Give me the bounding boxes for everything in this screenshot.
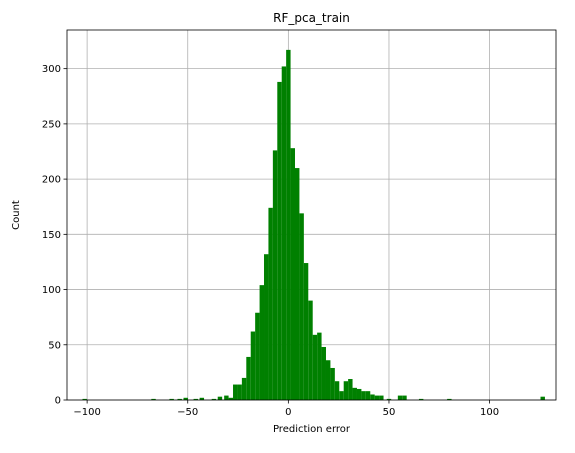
y-tick-label: 150 (42, 230, 61, 241)
y-tick-label: 0 (55, 396, 61, 407)
histogram-bar (366, 391, 370, 400)
histogram-bar (361, 391, 365, 400)
histogram-bar (541, 397, 545, 400)
y-axis-label: Count (11, 200, 22, 230)
histogram-bar (273, 150, 277, 400)
chart-title: RF_pca_train (273, 11, 350, 25)
histogram-bar (246, 357, 250, 400)
histogram-bar (326, 360, 330, 400)
histogram-bar (398, 396, 402, 400)
y-tick-label: 100 (42, 285, 61, 296)
histogram-bar (375, 396, 379, 400)
histogram-bar (237, 385, 241, 400)
histogram-bar (357, 389, 361, 400)
histogram-bar (233, 385, 237, 400)
histogram-bar (402, 396, 406, 400)
histogram-bar (299, 213, 303, 400)
histogram-bar (339, 391, 343, 400)
y-tick-label: 50 (48, 340, 61, 351)
histogram-bar (268, 208, 272, 400)
histogram-bar (379, 396, 383, 400)
x-tick-label: −50 (177, 407, 198, 418)
histogram-bar (242, 378, 246, 400)
y-tick-label: 250 (42, 119, 61, 130)
x-tick-label: −100 (73, 407, 100, 418)
histogram-bar (218, 397, 222, 400)
histogram-bar (264, 254, 268, 400)
histogram-bar (295, 168, 299, 400)
histogram-bar (370, 394, 374, 400)
histogram-bar (282, 66, 286, 400)
histogram-bar (335, 381, 339, 400)
x-tick-label: 100 (480, 407, 499, 418)
x-tick-label: 0 (285, 407, 291, 418)
histogram-bar (317, 333, 321, 400)
histogram-bar (251, 332, 255, 400)
x-tick-label: 50 (383, 407, 396, 418)
histogram-bar (348, 379, 352, 400)
histogram-bar (224, 396, 228, 400)
histogram-bar (330, 368, 334, 400)
histogram-bar (286, 50, 290, 400)
histogram-bar (322, 347, 326, 400)
histogram-bar (255, 313, 259, 400)
histogram-bar (353, 388, 357, 400)
histogram-bar (260, 285, 264, 400)
x-axis-label: Prediction error (273, 424, 351, 435)
histogram-bar (291, 148, 295, 400)
histogram-bar (308, 301, 312, 400)
histogram-bar (277, 82, 281, 400)
y-tick-label: 200 (42, 175, 61, 186)
histogram-bar (344, 381, 348, 400)
y-tick-label: 300 (42, 64, 61, 75)
histogram-bar (313, 335, 317, 400)
histogram-bar (304, 263, 308, 400)
